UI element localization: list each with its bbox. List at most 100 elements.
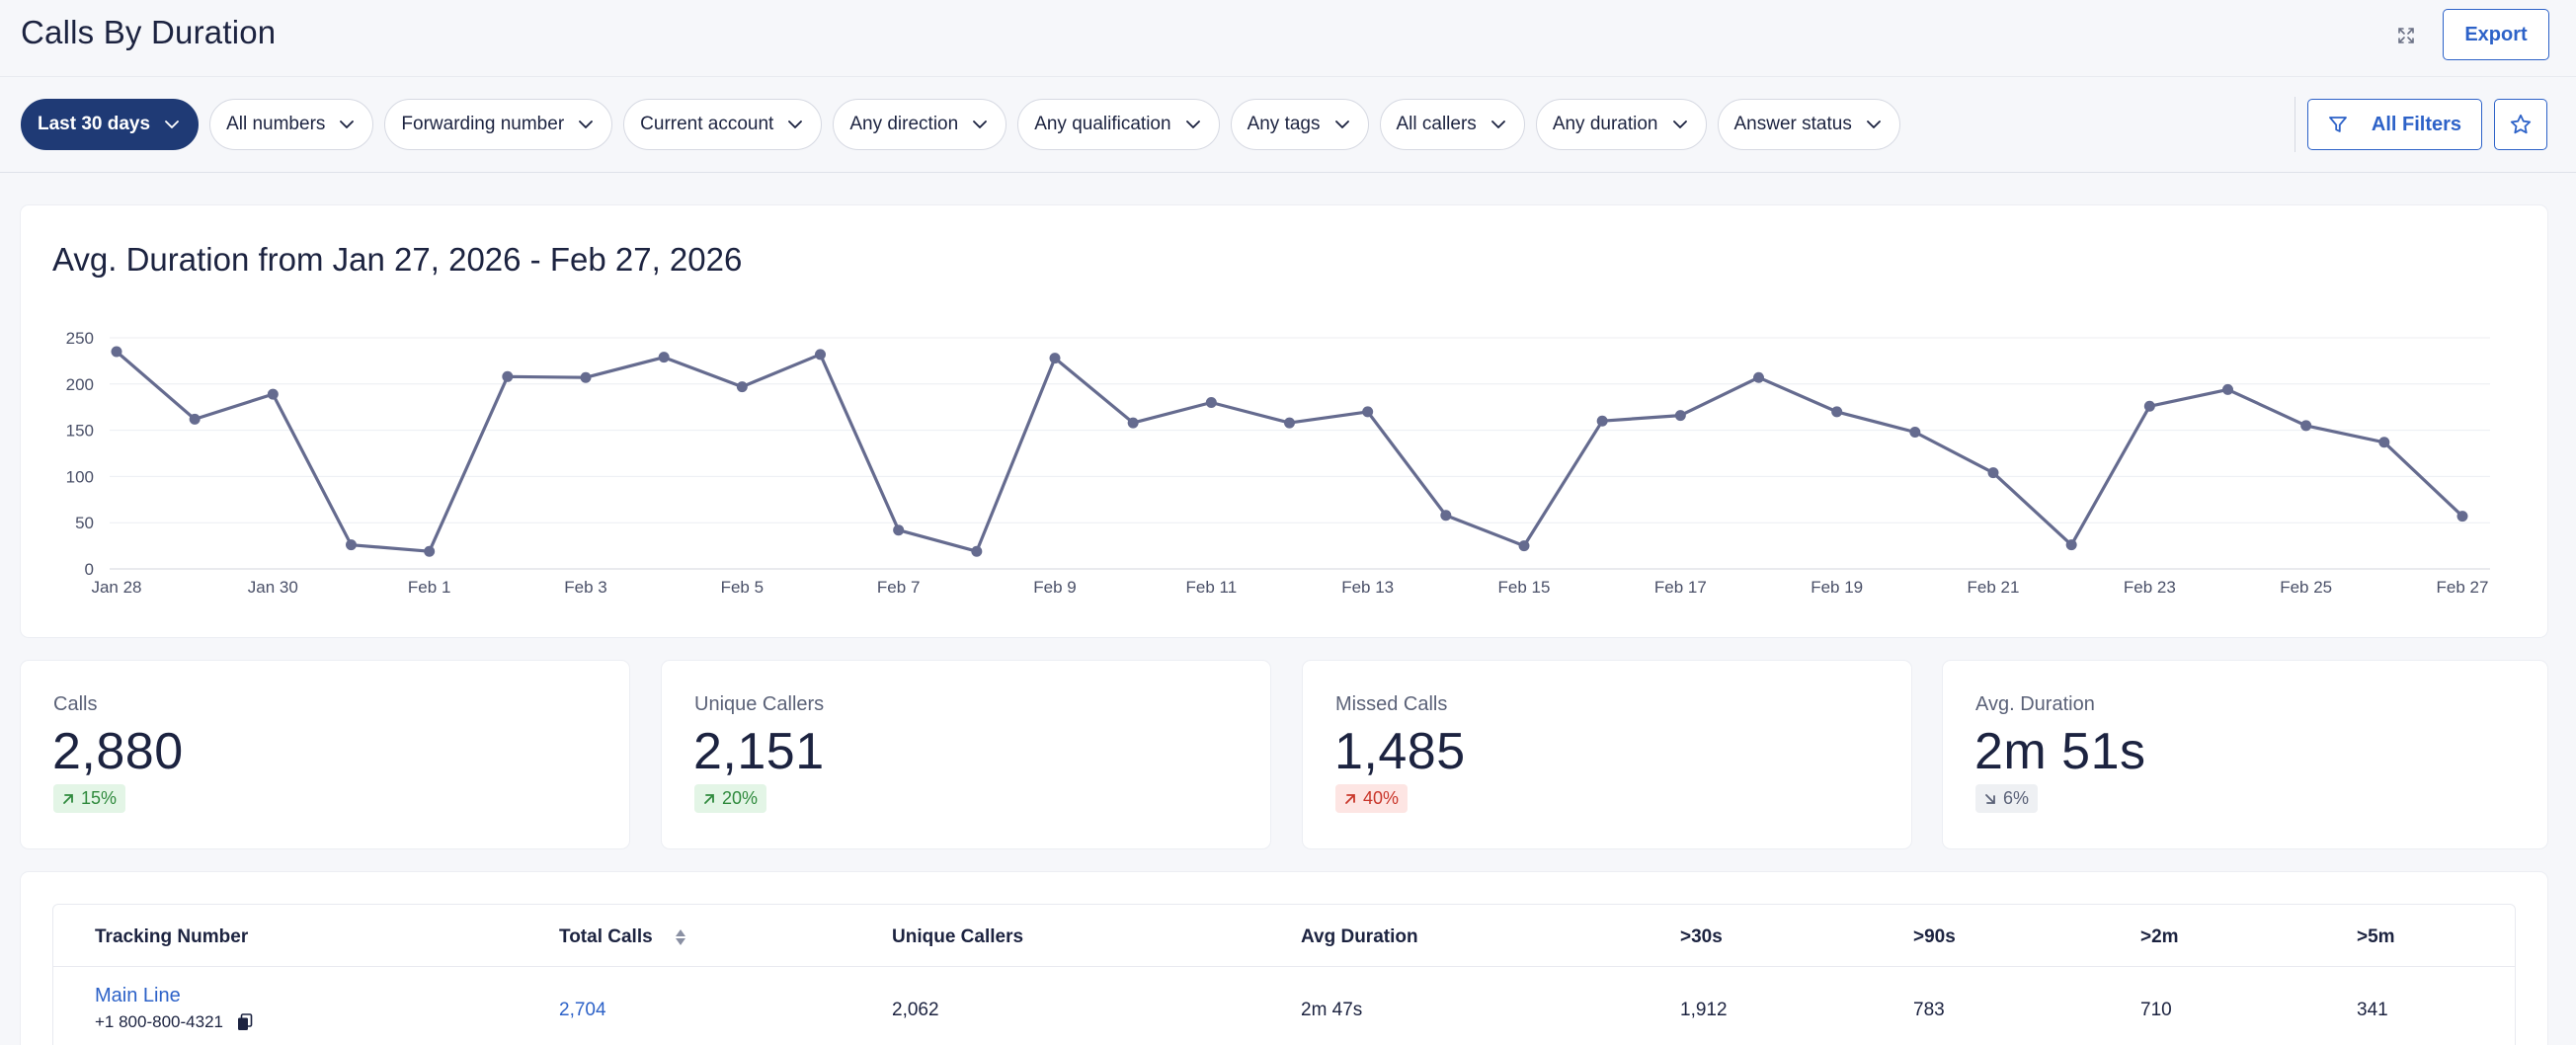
data-point[interactable]	[1987, 467, 1999, 479]
data-point[interactable]	[111, 346, 122, 358]
filter-icon	[2329, 117, 2347, 132]
page-title: Calls By Duration	[21, 14, 277, 50]
filter-pill-current-account[interactable]: Current account	[623, 99, 823, 150]
stat-value: 1,485	[1334, 723, 1466, 780]
th-gt5m: >5m	[2357, 926, 2395, 947]
data-point[interactable]	[2222, 383, 2233, 395]
th-unique-callers: Unique Callers	[892, 926, 1024, 947]
stat-label: Avg. Duration	[1975, 693, 2095, 715]
x-tick-label: Feb 3	[564, 578, 606, 597]
th-total-calls[interactable]: Total Calls	[559, 926, 687, 948]
data-point[interactable]	[2300, 420, 2312, 432]
chart-title: Avg. Duration from Jan 27, 2026 - Feb 27…	[52, 241, 743, 278]
data-point[interactable]	[1205, 397, 1217, 409]
data-point[interactable]	[502, 370, 514, 382]
tracking-table: Tracking Number Total Calls Unique Calle…	[52, 904, 2516, 1045]
data-point[interactable]	[1049, 353, 1061, 364]
data-point[interactable]	[189, 413, 201, 425]
all-filters-button[interactable]: All Filters	[2307, 99, 2482, 150]
filter-pill-label: Any qualification	[1034, 114, 1171, 134]
x-tick-label: Feb 11	[1185, 578, 1237, 597]
data-point[interactable]	[1440, 510, 1452, 522]
copy-icon[interactable]	[237, 1013, 253, 1031]
stat-value: 2,880	[52, 723, 184, 780]
data-point[interactable]	[658, 352, 670, 363]
arrow-down-right-icon	[1985, 793, 1995, 804]
data-point[interactable]	[1284, 417, 1295, 429]
gt30s-cell: 1,912	[1680, 1000, 1728, 1020]
data-point[interactable]	[815, 349, 826, 361]
filter-pill-any-qualification[interactable]: Any qualification	[1017, 99, 1220, 150]
stat-label: Missed Calls	[1335, 693, 1448, 715]
chevron-down-icon	[1489, 115, 1508, 134]
x-tick-label: Feb 15	[1498, 578, 1551, 597]
filter-divider	[2294, 97, 2295, 152]
filter-pill-all-numbers[interactable]: All numbers	[209, 99, 374, 150]
x-tick-label: Feb 1	[408, 578, 450, 597]
unique-callers-cell: 2,062	[892, 1000, 939, 1020]
data-point[interactable]	[1362, 406, 1374, 418]
stat-change-value: 15%	[81, 788, 118, 808]
y-tick-label: 250	[66, 329, 94, 348]
data-point[interactable]	[267, 388, 279, 400]
series-line	[115, 350, 2464, 553]
arrow-up-right-icon	[63, 793, 73, 804]
star-icon	[2510, 114, 2532, 134]
gt2m-cell: 710	[2140, 1000, 2172, 1020]
filter-pill-any-duration[interactable]: Any duration	[1535, 99, 1707, 150]
data-point[interactable]	[2378, 437, 2390, 448]
th-total-calls-label: Total Calls	[559, 926, 653, 947]
favorite-button[interactable]	[2494, 99, 2547, 150]
chevron-down-icon	[970, 115, 990, 134]
data-point[interactable]	[971, 545, 983, 557]
data-point[interactable]	[1674, 410, 1686, 422]
th-tracking-number: Tracking Number	[95, 926, 249, 947]
data-point[interactable]	[1909, 426, 1921, 438]
sort-icon[interactable]	[674, 927, 687, 947]
data-point[interactable]	[2065, 539, 2077, 551]
data-point[interactable]	[736, 381, 748, 393]
data-point[interactable]	[1518, 540, 1530, 552]
data-point[interactable]	[1831, 406, 1843, 418]
data-point[interactable]	[1596, 415, 1608, 427]
total-calls-link[interactable]: 2,704	[559, 1000, 606, 1020]
expand-icon[interactable]	[2392, 22, 2420, 49]
stat-change-value: 20%	[722, 788, 759, 808]
stat-change-value: 6%	[2003, 788, 2030, 808]
tracking-phone-number: +1 800-800-4321	[95, 1012, 223, 1031]
duration-line-chart: 0 50 100 150 200 250 Jan 28 Jan 30 Feb 1 Feb 3 Feb…	[66, 329, 2490, 597]
data-point[interactable]	[1753, 371, 1764, 383]
data-point[interactable]	[424, 545, 436, 557]
filter-pill-label: Forwarding number	[401, 114, 565, 134]
stat-change-badge: 20%	[694, 784, 767, 813]
filter-pill-all-callers[interactable]: All callers	[1379, 99, 1525, 150]
x-tick-label: Feb 13	[1341, 578, 1394, 597]
tracking-name-link[interactable]: Main Line	[95, 985, 181, 1006]
th-avg-duration: Avg Duration	[1301, 926, 1418, 947]
x-tick-label: Jan 28	[91, 578, 141, 597]
filter-pill-answer-status[interactable]: Answer status	[1717, 99, 1900, 150]
x-tick-label: Feb 25	[2280, 578, 2332, 597]
y-tick-label: 50	[75, 514, 94, 532]
chart-card: Avg. Duration from Jan 27, 2026 - Feb 27…	[21, 205, 2547, 637]
gt90s-cell: 783	[1913, 1000, 1945, 1020]
filter-pill-label: Any duration	[1552, 114, 1658, 134]
data-point[interactable]	[2456, 511, 2468, 522]
chevron-down-icon	[1183, 115, 1203, 134]
stat-change-badge: 40%	[1335, 784, 1409, 813]
chevron-down-icon	[162, 115, 182, 134]
data-point[interactable]	[893, 524, 905, 536]
export-button[interactable]: Export	[2443, 9, 2549, 60]
data-point[interactable]	[346, 539, 357, 551]
filter-pill-forwarding-number[interactable]: Forwarding number	[384, 99, 613, 150]
data-point[interactable]	[2143, 400, 2155, 412]
data-point[interactable]	[1127, 417, 1139, 429]
x-tick-label: Feb 7	[877, 578, 920, 597]
filter-pill-any-tags[interactable]: Any tags	[1230, 99, 1369, 150]
filter-pill-label: Last 30 days	[38, 114, 151, 134]
data-point[interactable]	[580, 371, 592, 383]
stat-change-badge: 6%	[1975, 784, 2039, 813]
th-gt2m: >2m	[2140, 926, 2179, 947]
filter-pill-last-30-days[interactable]: Last 30 days	[21, 99, 200, 150]
filter-pill-any-direction[interactable]: Any direction	[833, 99, 1007, 150]
